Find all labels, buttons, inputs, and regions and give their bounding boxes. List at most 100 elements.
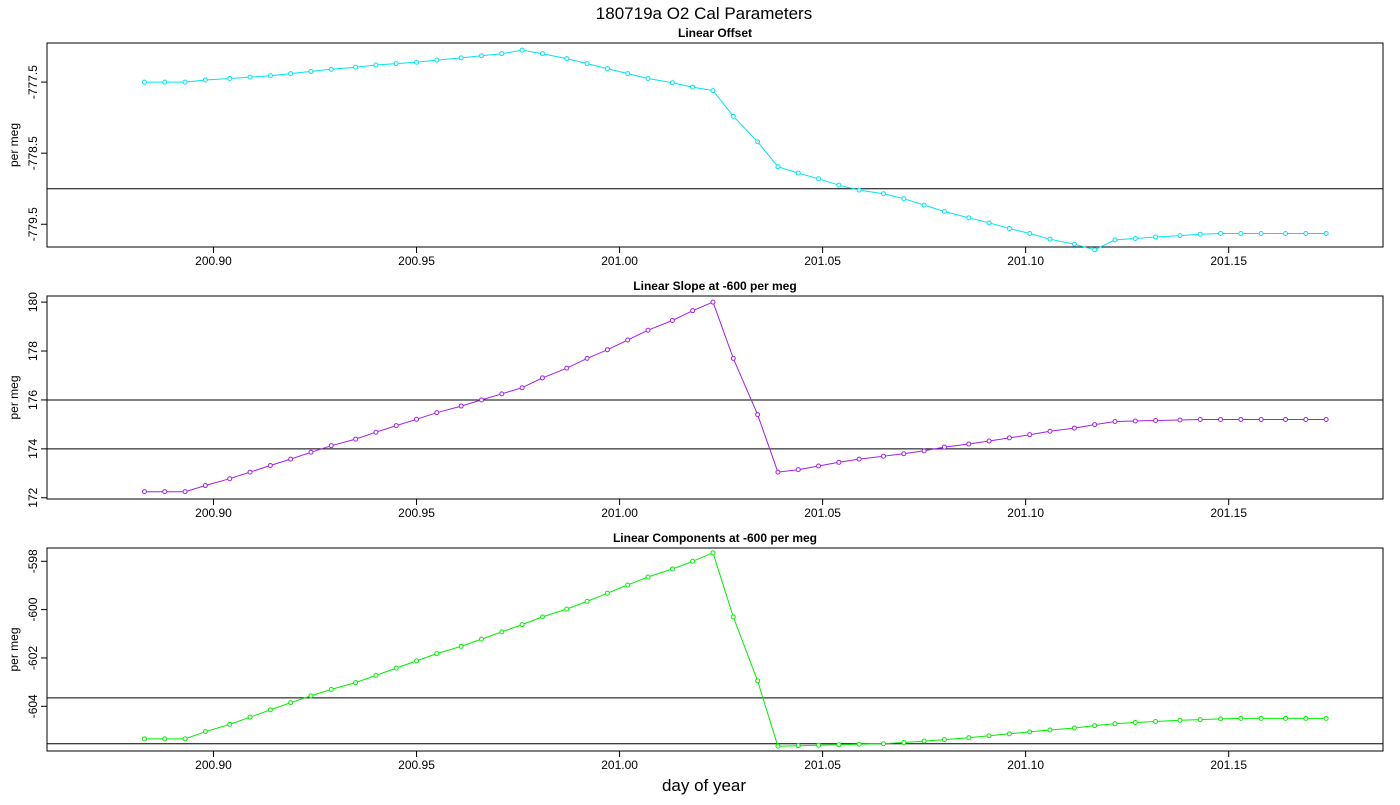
data-point [434,651,440,657]
data-point [247,469,253,475]
data-point [604,347,610,353]
data-point [584,598,590,604]
data-point [1177,417,1183,423]
data-point [1303,230,1309,236]
x-tick-label: 201.05 [804,506,841,520]
data-point [1258,230,1264,236]
data-point [202,729,208,735]
data-point [141,79,147,85]
data-point [795,170,801,176]
data-point [966,441,972,447]
data-point [1283,230,1289,236]
data-point [182,736,188,742]
data-point [288,456,294,462]
data-point [479,636,485,642]
data-point [941,208,947,214]
data-point [1092,247,1098,253]
data-point [584,355,590,361]
y-axis-label: per meg [7,123,21,167]
data-point [795,467,801,473]
data-point [1303,715,1309,721]
data-point [564,365,570,371]
y-tick-label: -604 [26,694,40,718]
data-point [690,308,696,314]
data-point [775,469,781,475]
data-point [730,113,736,119]
x-tick-label: 200.95 [398,254,435,268]
data-point [499,629,505,635]
data-point [795,743,801,749]
data-point [901,451,907,457]
x-tick-label: 200.90 [195,506,232,520]
y-tick-label: 176 [26,390,40,410]
data-point [564,56,570,62]
data-point [941,737,947,743]
data-point [539,375,545,381]
panel-1: Linear Offset per meg 200.90 200.95 201.00 20… [7,26,1384,268]
y-tick-label: -602 [26,646,40,670]
data-point [775,743,781,749]
data-point [1112,721,1118,727]
data-point [690,558,696,564]
data-point [393,665,399,671]
y-tick-label: -778.5 [26,136,40,170]
x-axis-label: day of year [662,776,746,795]
data-point [856,187,862,193]
x-tick-label: 201.10 [1007,506,1044,520]
data-point [1197,717,1203,723]
data-point [373,672,379,678]
data-point [986,438,992,444]
data-point [710,299,716,305]
data-point [1153,417,1159,423]
data-point [881,453,887,459]
plot-frame [46,547,1384,752]
data-point [308,449,314,455]
x-tick-label: 200.95 [398,506,435,520]
y-tick-label: 178 [26,341,40,361]
y-tick-label: -777.5 [26,65,40,99]
series-line [144,552,1327,747]
data-point [141,736,147,742]
data-point [1258,417,1264,423]
data-point [458,55,464,61]
data-point [1132,719,1138,725]
data-point [921,738,927,744]
data-point [730,355,736,361]
data-point [227,76,233,82]
data-point [519,47,525,53]
data-point [479,53,485,59]
data-point [267,462,273,468]
data-point [1047,236,1053,242]
data-point [519,385,525,391]
data-point [539,614,545,620]
data-point [669,80,675,86]
series-line [144,301,1327,493]
x-tick-label: 201.05 [804,254,841,268]
data-point [921,448,927,454]
x-tick-label: 201.10 [1007,254,1044,268]
data-point [267,707,273,713]
data-point [966,735,972,741]
data-point [1323,417,1329,423]
data-point [499,51,505,57]
data-point [328,686,334,692]
data-point [625,582,631,588]
y-axis-label: per meg [7,375,21,419]
data-point [669,566,675,572]
panel-title: Linear Components at -600 per meg [613,531,817,545]
data-point [1006,226,1012,232]
data-point [604,66,610,72]
data-point [288,71,294,77]
data-point [373,429,379,435]
panel-2: Linear Slope at -600 per meg per meg 200.9… [7,279,1384,520]
data-point [308,68,314,74]
data-point [1177,233,1183,239]
data-point [1238,417,1244,423]
data-point [881,741,887,747]
x-tick-label: 201.15 [1210,758,1247,772]
data-point [564,606,570,612]
x-tick-label: 201.00 [601,758,638,772]
data-point [1283,417,1289,423]
